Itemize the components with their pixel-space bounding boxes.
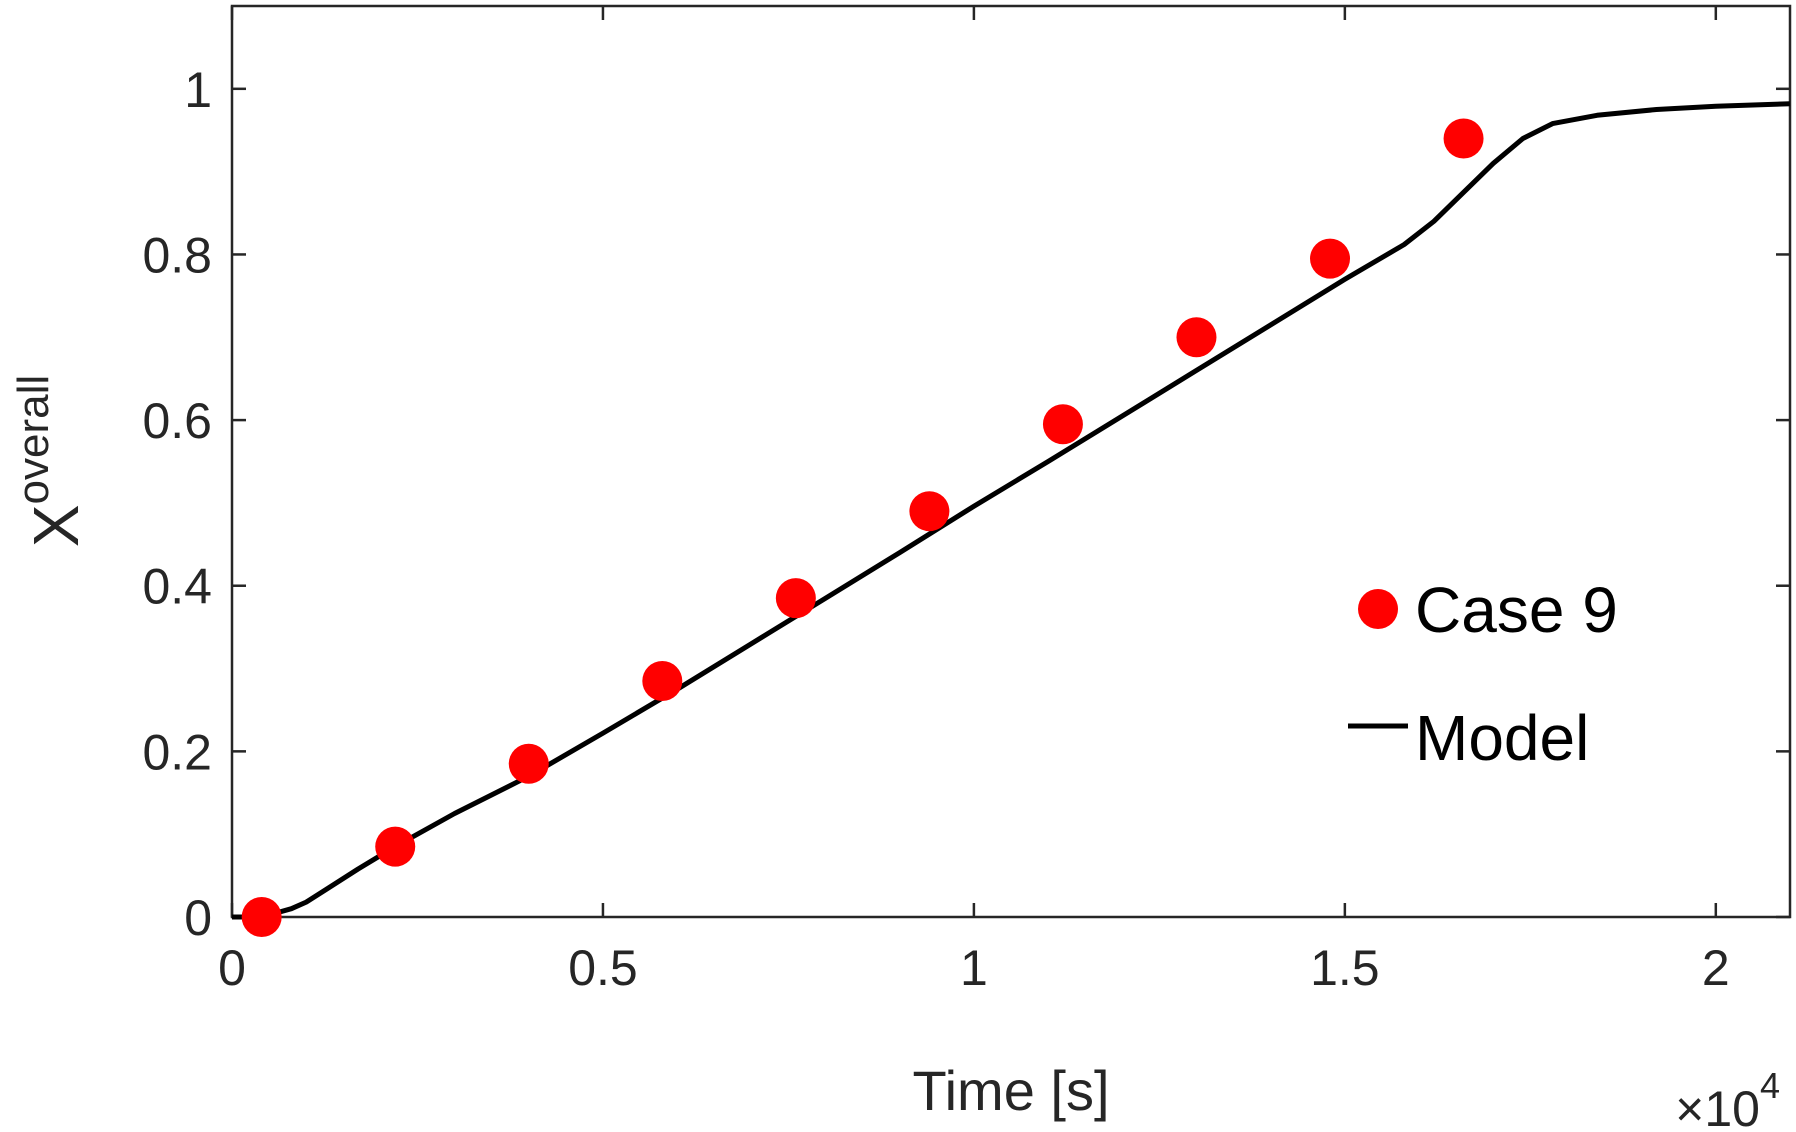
case-9-point-9	[1443, 118, 1484, 159]
case-9-point-7	[1176, 317, 1217, 358]
legend-label-case-9: Case 9	[1415, 574, 1618, 646]
y-axis-title-main: X	[20, 504, 92, 547]
x-tick-label-1: 0.5	[568, 940, 638, 996]
model-line-layer	[232, 101, 1791, 920]
y-axis-title: Xoverall	[9, 375, 92, 547]
case-9-point-3	[642, 660, 683, 701]
case-9-point-8	[1310, 238, 1351, 279]
x-tick-label-3: 1.5	[1310, 940, 1380, 996]
y-tick-label-3: 0.6	[142, 393, 212, 449]
y-tick-label-5: 1	[184, 62, 212, 118]
model-line	[232, 101, 1791, 920]
y-tick-label-2: 0.4	[142, 559, 212, 615]
plot-area-frame	[230, 4, 1792, 919]
x-multiplier-base: ×10	[1675, 1081, 1760, 1132]
case-9-point-1	[375, 826, 416, 867]
y-axis-title-superscript: overall	[9, 375, 58, 505]
case-9-point-2	[508, 743, 549, 784]
y-tick-label-4: 0.8	[142, 227, 212, 283]
legend-marker-case-9	[1358, 589, 1398, 629]
y-tick-label-0: 0	[184, 890, 212, 946]
x-axis-multiplier: ×104	[1675, 1065, 1780, 1132]
case-9-point-6	[1042, 404, 1083, 445]
legend: Case 9 Model	[1348, 574, 1618, 774]
y-tick-labels: 0 0.2 0.4 0.6 0.8 1	[142, 62, 212, 946]
x-tick-label-2: 1	[960, 940, 988, 996]
legend-label-model: Model	[1415, 702, 1589, 774]
case-9-point-4	[775, 578, 816, 619]
case-9-point-5	[909, 491, 950, 532]
x-axis-title: Time [s]	[912, 1059, 1109, 1122]
case-9-point-0	[241, 897, 282, 937]
x-tick-label-0: 0	[218, 940, 246, 996]
x-multiplier-exponent: 4	[1760, 1065, 1780, 1106]
y-tick-label-1: 0.2	[142, 724, 212, 780]
tick-marks	[230, 6, 1790, 919]
data-points	[241, 118, 1484, 937]
x-tick-label-4: 2	[1702, 940, 1730, 996]
x-tick-labels: 0 0.5 1 1.5 2	[218, 940, 1730, 996]
